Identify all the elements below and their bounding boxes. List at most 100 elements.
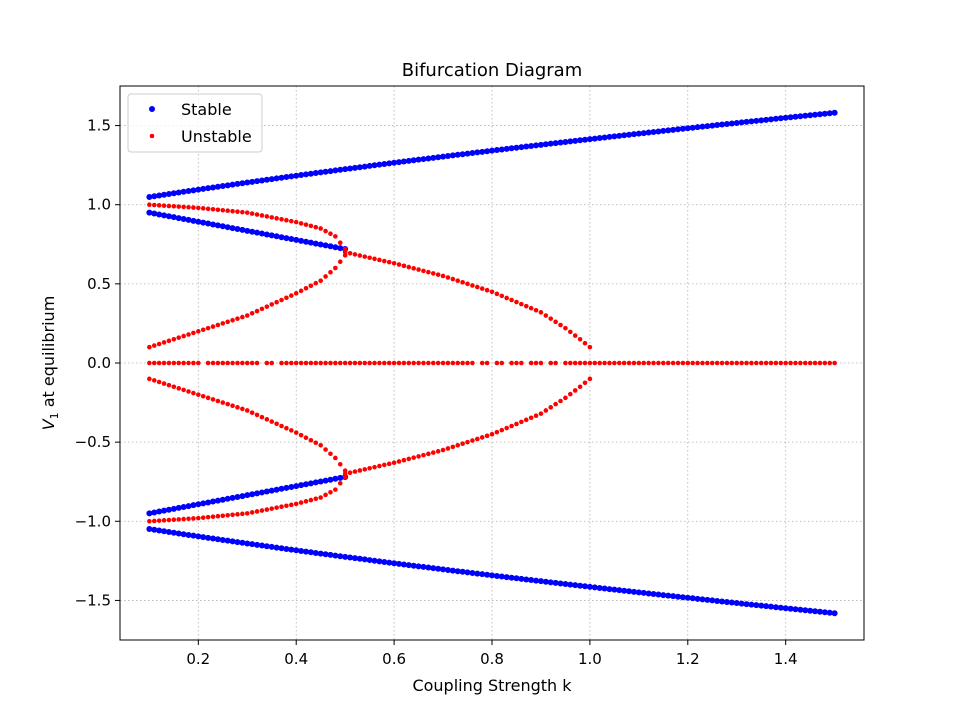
unstable-point xyxy=(514,299,519,305)
unstable-point xyxy=(225,319,230,325)
stable-point xyxy=(523,576,530,583)
unstable-point xyxy=(298,500,304,505)
unstable-point xyxy=(166,360,172,366)
unstable-point xyxy=(416,360,421,366)
stable-point xyxy=(831,610,838,617)
unstable-point xyxy=(612,360,617,366)
unstable-point xyxy=(215,513,221,519)
unstable-point xyxy=(724,360,730,366)
unstable-point xyxy=(426,451,431,457)
unstable-point xyxy=(147,518,152,524)
unstable-point xyxy=(802,360,808,366)
stable-point xyxy=(728,599,735,606)
stable-point xyxy=(640,589,647,596)
unstable-point xyxy=(186,332,191,337)
stable-point xyxy=(322,242,329,249)
unstable-point xyxy=(171,360,177,366)
stable-point xyxy=(317,550,324,557)
stable-point xyxy=(298,172,305,179)
stable-point xyxy=(489,572,495,579)
unstable-point xyxy=(572,388,578,393)
unstable-point xyxy=(308,360,314,366)
stable-point xyxy=(219,536,226,543)
unstable-point xyxy=(621,360,627,366)
unstable-point xyxy=(631,360,637,366)
stable-point xyxy=(430,565,437,572)
unstable-point xyxy=(352,252,358,257)
stable-point xyxy=(420,156,427,163)
stable-point xyxy=(170,190,177,197)
unstable-point xyxy=(514,360,519,366)
stable-point xyxy=(572,582,579,589)
stable-point xyxy=(210,498,216,505)
unstable-point xyxy=(323,228,328,234)
unstable-point xyxy=(470,360,475,366)
unstable-point xyxy=(499,360,505,366)
unstable-point xyxy=(470,438,475,443)
unstable-point xyxy=(391,260,397,266)
unstable-point xyxy=(484,433,490,439)
unstable-point xyxy=(264,360,270,366)
unstable-point xyxy=(665,360,671,366)
unstable-point xyxy=(249,510,255,515)
stable-point xyxy=(146,510,153,517)
unstable-point xyxy=(235,316,240,321)
unstable-point xyxy=(254,360,260,366)
unstable-point xyxy=(147,344,152,350)
stable-point xyxy=(753,602,760,609)
stable-point xyxy=(229,181,236,188)
stable-point xyxy=(175,530,182,537)
unstable-point xyxy=(269,302,275,307)
stable-point xyxy=(161,212,168,219)
stable-point xyxy=(307,239,314,246)
stable-point xyxy=(337,553,344,560)
x-tick-label: 0.8 xyxy=(480,650,504,668)
stable-point xyxy=(645,590,652,597)
unstable-point xyxy=(347,360,353,366)
stable-point xyxy=(327,551,334,558)
stable-point xyxy=(376,558,383,565)
unstable-point xyxy=(161,360,167,366)
unstable-point xyxy=(196,205,201,211)
unstable-point xyxy=(284,503,289,509)
stable-point xyxy=(254,541,261,548)
stable-point xyxy=(508,574,515,581)
stable-point xyxy=(283,235,290,242)
stable-point xyxy=(596,135,603,142)
unstable-point xyxy=(289,502,294,508)
stable-point xyxy=(758,117,765,124)
stable-point xyxy=(709,597,716,604)
unstable-point xyxy=(298,221,304,226)
unstable-point xyxy=(411,455,416,460)
unstable-point xyxy=(328,489,333,495)
unstable-point xyxy=(489,289,495,295)
unstable-point xyxy=(196,329,201,334)
unstable-point xyxy=(308,283,314,289)
unstable-point xyxy=(156,341,162,347)
stable-point xyxy=(254,178,261,185)
stable-point xyxy=(165,506,172,513)
stable-point xyxy=(679,594,686,601)
stable-point xyxy=(562,581,569,588)
stable-point xyxy=(493,147,500,154)
stable-point xyxy=(772,604,779,611)
unstable-point xyxy=(435,272,441,277)
stable-point xyxy=(161,191,168,198)
unstable-point xyxy=(494,360,500,366)
unstable-point xyxy=(293,360,299,366)
unstable-point xyxy=(151,378,157,383)
stable-point xyxy=(351,555,358,562)
stable-point xyxy=(307,549,314,556)
stable-point xyxy=(185,188,192,195)
unstable-point xyxy=(342,249,348,255)
stable-point xyxy=(777,604,784,611)
x-tick-label: 0.6 xyxy=(382,650,406,668)
unstable-point xyxy=(244,511,250,516)
unstable-point xyxy=(186,204,191,210)
unstable-point xyxy=(592,360,598,366)
unstable-point xyxy=(264,304,270,309)
unstable-point xyxy=(445,360,451,366)
stable-point xyxy=(371,557,378,564)
stable-point xyxy=(655,128,662,135)
unstable-point xyxy=(377,360,382,366)
